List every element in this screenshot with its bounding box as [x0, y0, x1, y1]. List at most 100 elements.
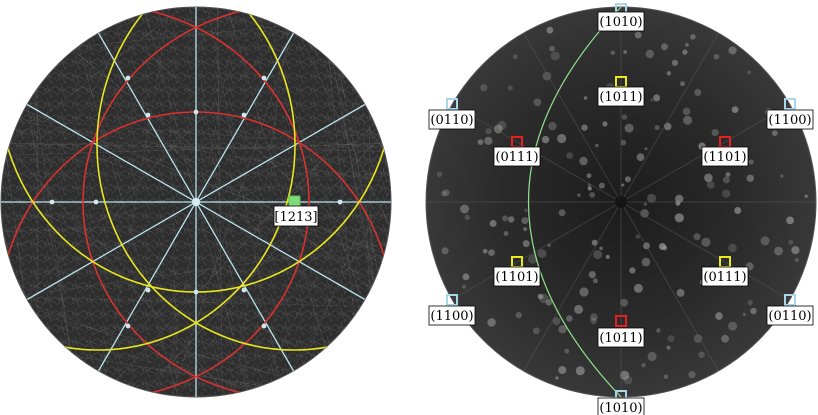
pole-dot	[241, 112, 247, 118]
diffraction-spot	[682, 49, 688, 55]
diffraction-spot	[658, 243, 666, 250]
red-marker-square	[615, 315, 627, 327]
diffraction-spot	[621, 183, 625, 187]
texture-line	[1, 138, 391, 157]
diffraction-spot	[590, 317, 597, 325]
diffraction-spot	[746, 174, 754, 182]
diffraction-spot	[747, 70, 752, 75]
diffraction-spot	[605, 254, 610, 259]
texture-line	[1, 102, 391, 165]
diffraction-spot	[685, 43, 689, 47]
diffraction-spot	[575, 366, 585, 376]
diffraction-spot	[546, 26, 554, 34]
diffraction-spot	[694, 89, 702, 96]
diffraction-spot	[644, 147, 648, 151]
diffraction-spot	[786, 216, 794, 225]
texture-line	[1, 74, 391, 309]
texture-line	[350, 7, 381, 397]
pole-dot	[125, 323, 131, 329]
pole-label: (1101)	[703, 150, 746, 165]
texture-line	[1, 110, 391, 397]
pole-marker-m-inner-ul: (0111)	[493, 136, 541, 167]
diffraction-spot	[693, 233, 701, 241]
label-box	[428, 109, 476, 130]
pole-marker-m-upper-right: (1100)	[766, 98, 814, 130]
pole-marker-m-top: (1010)	[597, 3, 645, 32]
texture-line	[283, 7, 391, 397]
diffraction-spot	[590, 313, 598, 321]
diffraction-spot	[464, 214, 470, 220]
label-box	[428, 305, 476, 326]
diffraction-spot	[493, 124, 503, 134]
diffraction-spot	[581, 124, 588, 131]
texture-line	[1, 86, 391, 217]
label-box	[493, 266, 541, 287]
diffraction-spot	[721, 334, 729, 343]
diffraction-spot	[728, 321, 738, 331]
diffraction-spot	[588, 271, 596, 279]
diffraction-spot	[722, 189, 731, 198]
diffraction-spot	[742, 312, 747, 316]
texture-line	[1, 127, 391, 153]
diffraction-spot	[442, 189, 450, 197]
texture-line	[1, 145, 391, 248]
texture-line	[1, 86, 391, 397]
diffraction-spot	[589, 192, 596, 198]
diffraction-spot	[760, 236, 770, 246]
blue-marker-square	[784, 98, 796, 110]
diffraction-spot	[541, 135, 550, 144]
diffraction-spot	[620, 298, 628, 307]
diffraction-spot	[508, 216, 515, 223]
diffraction-spot	[574, 304, 584, 314]
texture-line	[1, 7, 391, 397]
pole-dot	[125, 75, 131, 81]
pole-dot	[93, 199, 99, 205]
texture-line	[1, 33, 391, 331]
pole-label: (1100)	[430, 309, 473, 324]
texture-line	[1, 7, 108, 397]
diffraction-spot	[722, 176, 730, 184]
label-box	[597, 327, 645, 348]
diffraction-spot	[650, 98, 654, 102]
diffraction-spot	[680, 81, 685, 87]
diffraction-spot	[610, 50, 615, 55]
texture-line	[125, 7, 277, 397]
diffraction-spot	[640, 209, 649, 218]
diffraction-spot	[602, 121, 608, 127]
diffraction-spot	[482, 248, 488, 254]
diffraction-spot	[656, 328, 661, 333]
pole-label: (1010)	[599, 15, 642, 30]
texture-line	[1, 213, 391, 327]
diffraction-spot	[487, 318, 496, 327]
diffraction-spot	[460, 204, 470, 214]
diffraction-spot	[485, 128, 492, 135]
diffraction-spot	[674, 213, 684, 223]
diffraction-spot	[728, 46, 737, 55]
diffraction-spot	[537, 293, 544, 300]
diffraction-spot	[566, 315, 573, 322]
diffraction-spot	[647, 193, 657, 203]
diffraction-spot	[704, 173, 713, 183]
texture-line	[1, 7, 391, 397]
diffraction-spot	[791, 246, 800, 255]
texture-line	[279, 7, 391, 397]
texture-line	[1, 263, 391, 397]
left-stereographic-projection: [1213]	[0, 6, 392, 398]
diffraction-spot	[750, 307, 757, 315]
center-pole	[192, 198, 200, 206]
label-box	[701, 266, 749, 287]
label-box	[597, 397, 645, 415]
diffraction-spot	[635, 234, 641, 239]
diffraction-spot	[489, 220, 497, 227]
pole-marker-m-lower-left: (1100)	[428, 294, 476, 326]
texture-line	[1, 7, 391, 397]
texture-line	[1, 7, 391, 397]
pole-marker-m-lower-right: (0110)	[766, 294, 814, 326]
diffraction-spot	[661, 43, 668, 51]
diffraction-spot	[671, 59, 679, 66]
pole-dot	[193, 109, 199, 115]
texture-line	[159, 7, 185, 397]
diffraction-spot	[577, 193, 581, 197]
diffraction-spot	[598, 182, 605, 189]
pole-dot	[145, 287, 151, 293]
